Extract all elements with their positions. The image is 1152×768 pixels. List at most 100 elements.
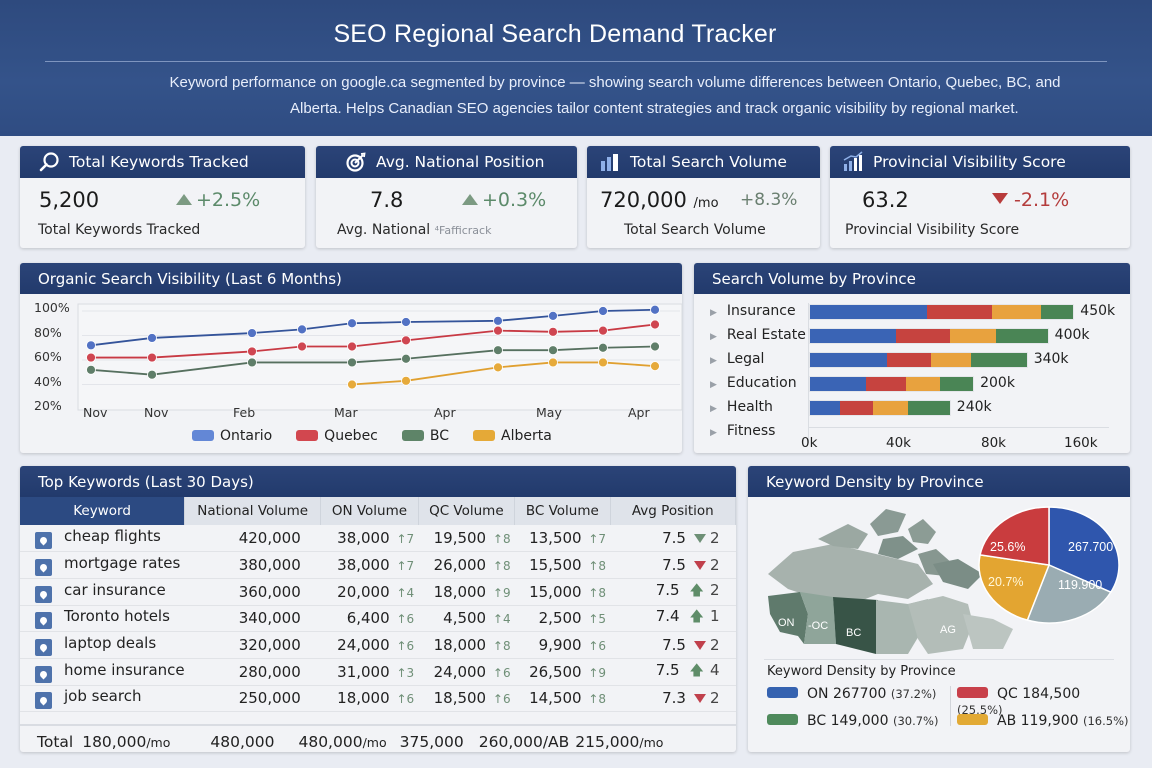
stacked-bar[interactable] [809, 328, 1049, 344]
map-label-on: ON [778, 617, 795, 629]
pie-label-grey: 119.900 [1058, 578, 1102, 592]
table-row[interactable]: home insurance 280,000 31,000 ↑3 24,000 ↑6 2… [20, 658, 736, 686]
data-point [493, 362, 503, 373]
legend-quebec[interactable]: Quebec [296, 428, 378, 444]
keyword-cell[interactable]: car insurance [20, 578, 185, 606]
kpi-header: Total Search Volume [587, 146, 820, 178]
panel-title: Organic Search Visibility (Last 6 Months… [20, 263, 682, 294]
national-volume-cell: 320,000 [184, 631, 321, 659]
column-header-qc-volume[interactable]: QC Volume [418, 497, 516, 525]
expand-arrow-icon: ▶ [710, 332, 717, 342]
page-title: SEO Regional Search Demand Tracker [333, 20, 777, 48]
on-volume-cell: 38,000 ↑7 [320, 551, 419, 579]
data-point [548, 357, 558, 368]
column-header-bc-volume[interactable]: BC Volume [514, 497, 611, 525]
kpi-header: Avg. National Position [316, 146, 577, 178]
stacked-bar[interactable] [809, 400, 951, 416]
chart-legend: Ontario Quebec BC Alberta [192, 428, 552, 444]
total-on: 480,000/mo [298, 733, 387, 751]
bar-segment-quebec [840, 401, 873, 415]
y-tick-label: 20% [34, 398, 62, 413]
density-pie-chart: 25.6% 267.700 20.7% 119.900 [978, 506, 1120, 624]
bar-category-label[interactable]: ▶ Fitness [710, 423, 776, 439]
national-volume-cell: 380,000 [184, 551, 321, 579]
keyword-cell[interactable]: mortgage rates [20, 551, 185, 579]
bar-segment-ontario [810, 353, 887, 367]
signal-bars-icon [842, 151, 864, 173]
avg-position-cell: 7.5 🡅 4 [610, 658, 736, 686]
rank-down-icon [693, 561, 706, 571]
bar-category-label[interactable]: ▶ Real Estate [710, 327, 806, 343]
data-point [347, 357, 357, 368]
legend-divider [950, 686, 951, 726]
panel-title: Keyword Density by Province [748, 466, 1130, 497]
avg-position-cell: 7.3 2 [610, 685, 736, 713]
data-point [147, 369, 157, 380]
bar-category-label[interactable]: ▶ Education [710, 375, 797, 391]
data-point [598, 342, 608, 353]
column-header-avg-position[interactable]: Avg Position [610, 497, 736, 525]
kpi-card-total-keywords[interactable]: Total Keywords Tracked 5,200 +2.5% Total… [20, 146, 305, 248]
bar-category-label[interactable]: ▶ Health [710, 399, 773, 415]
table-row[interactable]: job search 250,000 18,000 ↑6 18,500 ↑6 14,50… [20, 685, 736, 713]
pie-slice [1048, 506, 1120, 594]
x-tick-label: Feb [233, 405, 256, 420]
legend-swatch [767, 687, 798, 698]
keyword-cell[interactable]: Toronto hotels [20, 605, 185, 633]
legend-item-ab: AB 119,900 (16.5%) [957, 713, 1129, 729]
kpi-card-visibility-score[interactable]: Provincial Visibility Score 63.2 -2.1% P… [830, 146, 1130, 248]
bar-category-label[interactable]: ▶ Legal [710, 351, 765, 367]
data-point [401, 375, 411, 386]
table-header-row: Keyword National Volume ON Volume QC Vol… [20, 497, 736, 525]
visibility-line-chart [77, 303, 682, 411]
data-point [147, 352, 157, 363]
y-tick-label: 60% [34, 349, 62, 364]
keyword-cell[interactable]: cheap flights [20, 525, 185, 553]
data-point [347, 318, 357, 329]
legend-bc[interactable]: BC [401, 428, 449, 444]
table-row[interactable]: laptop deals 320,000 24,000 ↑6 18,000 ↑8 9,9… [20, 631, 736, 659]
column-header-on-volume[interactable]: ON Volume [320, 497, 419, 525]
bar-total-label: 240k [956, 399, 992, 415]
keyword-cell[interactable]: laptop deals [20, 631, 185, 659]
stacked-bar[interactable] [809, 352, 1028, 368]
bar-total-label: 200k [980, 375, 1015, 391]
column-header-national-volume[interactable]: National Volume [184, 497, 322, 525]
qc-volume-cell: 19,500 ↑8 [418, 525, 515, 553]
stacked-bar[interactable] [809, 376, 975, 392]
legend-alberta[interactable]: Alberta [473, 428, 552, 444]
rank-up-icon: 🡅 [689, 609, 704, 626]
bar-total-label: 400k [1054, 327, 1090, 343]
panel-title: Top Keywords (Last 30 Days) [20, 466, 736, 497]
rank-down-icon [693, 641, 706, 651]
divider [764, 659, 1114, 660]
avg-position-cell: 7.5 2 [610, 631, 736, 659]
keywords-table: Keyword National Volume ON Volume QC Vol… [20, 497, 736, 713]
national-volume-cell: 360,000 [184, 578, 321, 606]
x-tick-label: 0k [801, 435, 818, 451]
bar-segment-alberta [949, 329, 997, 343]
bar-segment-alberta [931, 353, 971, 367]
data-point [493, 345, 503, 356]
table-row[interactable]: car insurance 360,000 20,000 ↑4 18,000 ↑9 15… [20, 578, 736, 606]
table-row[interactable]: Toronto hotels 340,000 6,400 ↑6 4,500 ↑4 2,5… [20, 605, 736, 633]
column-header-keyword[interactable]: Keyword [20, 497, 186, 525]
kpi-card-search-volume[interactable]: Total Search Volume 720,000 /mo +8.3% To… [587, 146, 820, 248]
stacked-bar[interactable] [809, 304, 1075, 320]
bc-volume-cell: 9,900 ↑6 [514, 631, 611, 659]
legend-ontario[interactable]: Ontario [192, 428, 272, 444]
table-row[interactable]: mortgage rates 380,000 38,000 ↑7 26,000 ↑8 1… [20, 551, 736, 579]
data-point [347, 379, 357, 390]
keyword-cell[interactable]: job search [20, 685, 185, 713]
keyword-cell[interactable]: home insurance [20, 658, 185, 686]
x-tick-label: 40k [886, 435, 911, 451]
bar-segment-bc [907, 401, 950, 415]
data-point [493, 325, 503, 336]
table-row[interactable]: cheap flights 420,000 38,000 ↑7 19,500 ↑8 13… [20, 525, 736, 553]
bar-category-label[interactable]: ▶ Insurance [710, 303, 796, 319]
kpi-delta: +8.3% [740, 190, 798, 210]
kpi-card-avg-position[interactable]: Avg. National Position 7.8 +0.3% Avg. Na… [316, 146, 577, 248]
data-point [598, 357, 608, 368]
stacked-bar-chart: ▶ Insurance 450k ▶ Real Estate 400k ▶ Legal 340k… [694, 263, 1130, 453]
avg-position-cell: 7.5 2 [610, 551, 736, 579]
